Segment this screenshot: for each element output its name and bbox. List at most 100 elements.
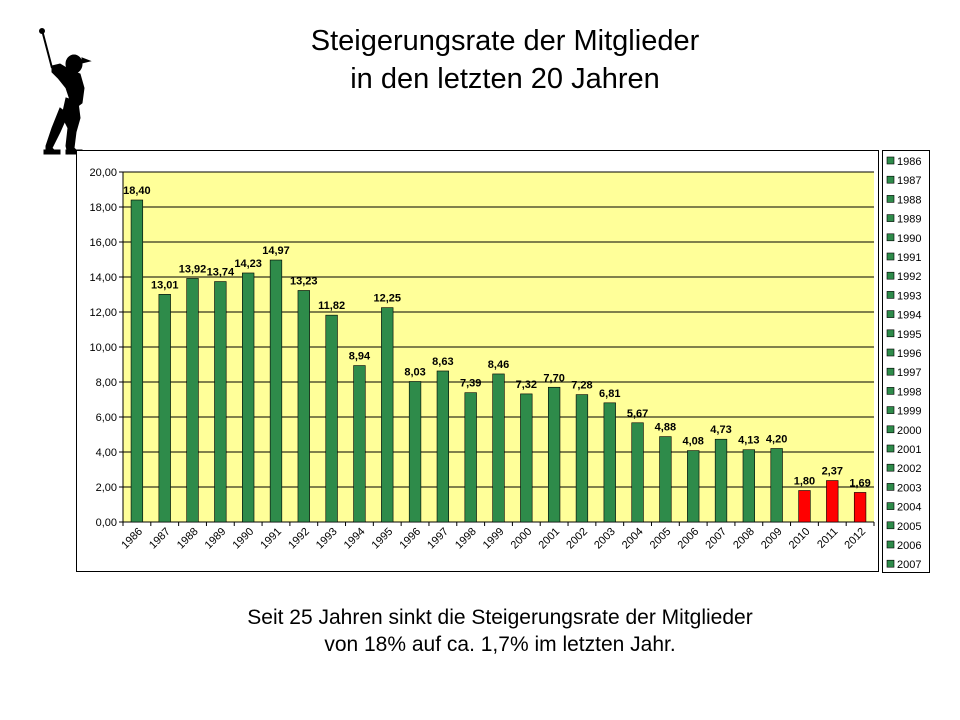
bar [687,450,700,523]
bar [492,373,505,523]
data-label: 4,08 [682,436,703,448]
bar [297,290,310,523]
legend-label: 2006 [897,540,921,552]
legend: 1986 1987 1988 1989 1990 1991 1992 1993 1994 1995… [882,150,930,573]
legend-label: 1994 [897,310,921,322]
legend-label: 2003 [897,482,921,494]
bar [798,490,811,523]
legend-swatch [886,387,895,395]
legend-swatch [886,502,895,510]
data-label: 13,23 [290,275,318,287]
data-label: 7,39 [460,378,481,390]
y-tick-label: 2,00 [96,482,117,494]
y-tick-label: 6,00 [96,412,117,424]
data-label: 4,88 [655,422,676,434]
x-tick-label: 1986 [119,526,145,552]
legend-label: 1988 [897,194,921,206]
bar [575,394,589,523]
legend-swatch [886,233,895,242]
legend-swatch [886,291,895,299]
legend-label: 2007 [897,559,921,571]
legend-swatch [886,367,895,376]
y-tick-label: 0,00 [96,517,117,529]
data-label: 7,70 [543,372,564,384]
bar [242,272,255,523]
bar [186,278,199,523]
data-label: 2,37 [822,466,843,478]
y-tick-label: 14,00 [89,272,117,284]
data-label: 5,67 [627,408,648,420]
legend-label: 2000 [897,425,921,437]
legend-label: 1999 [897,406,921,418]
legend-label: 1993 [897,290,921,302]
legend-label: 1986 [897,156,921,168]
bar-chart: 0,00 2,00 4,00 6,00 8,00 10,00 12,00 14,00 16,00… [89,167,875,552]
x-tick-label: 1996 [397,526,423,552]
x-tick-label: 2001 [536,526,562,552]
data-label: 4,20 [766,434,787,446]
legend-swatch [886,252,895,261]
x-tick-label: 2007 [703,526,729,552]
data-label: 18,40 [123,185,151,197]
data-label: 14,97 [262,245,290,257]
bar [826,480,839,523]
legend-swatch [886,559,895,568]
legend-label: 2002 [897,463,921,475]
legend-swatch [886,310,895,318]
chart-area: 0,00 2,00 4,00 6,00 8,00 10,00 12,00 14,00 16,00… [76,150,879,572]
data-label: 4,73 [710,424,731,436]
legend-swatch [886,156,895,165]
data-label: 13,92 [179,263,207,275]
legend-swatch [886,444,895,453]
legend-label: 1990 [897,233,921,245]
bar [603,402,616,523]
legend-label: 1997 [897,367,921,379]
bar [408,381,422,523]
legend-swatch [886,463,895,472]
caption-line-2: von 18% auf ca. 1,7% im letzten Jahr. [324,633,676,656]
x-tick-label: 1988 [175,526,201,552]
x-tick-label: 1990 [230,526,256,552]
legend-label: 2004 [897,502,921,514]
y-tick-label: 16,00 [89,237,117,249]
y-tick-label: 18,00 [89,202,117,214]
legend-swatch [886,521,895,530]
x-tick-label: 1992 [286,526,312,552]
bar [214,281,227,523]
data-label: 1,80 [794,476,815,488]
legend-swatch [886,271,895,280]
y-tick-label: 12,00 [89,307,117,319]
bar [436,370,450,523]
x-tick-label: 2009 [759,526,785,552]
x-tick-label: 1994 [342,526,368,552]
x-tick-label: 2004 [620,526,646,552]
bar [631,422,644,523]
title-line-1: Steigerungsrate der Mitglieder [310,25,700,57]
bar [770,448,783,523]
golfer-silhouette-icon [39,28,92,155]
x-tick-label: 1995 [370,526,396,552]
data-label: 1,69 [849,477,870,489]
bar [130,199,144,523]
legend-label: 1987 [897,175,921,187]
legend-swatch [886,348,895,357]
legend-label: 1991 [897,252,921,264]
bar [381,307,394,523]
caption: Seit 25 Jahren sinkt die Steigerungsrate… [150,604,850,658]
x-tick-label: 1997 [425,526,451,552]
x-tick-label: 2010 [787,526,813,552]
bar [853,492,867,523]
legend-swatch [886,195,895,203]
data-label: 11,82 [318,300,345,312]
x-tick-label: 1989 [203,526,229,552]
data-label: 7,32 [516,379,537,391]
bar [547,386,561,523]
legend-swatch [886,540,895,549]
bar [464,392,477,523]
x-tick-label: 2006 [676,526,702,552]
data-label: 8,94 [349,351,371,363]
data-label: 8,03 [404,366,425,378]
data-label: 14,23 [234,258,262,270]
legend-label: 2001 [897,444,921,456]
legend-label: 1989 [897,214,921,226]
